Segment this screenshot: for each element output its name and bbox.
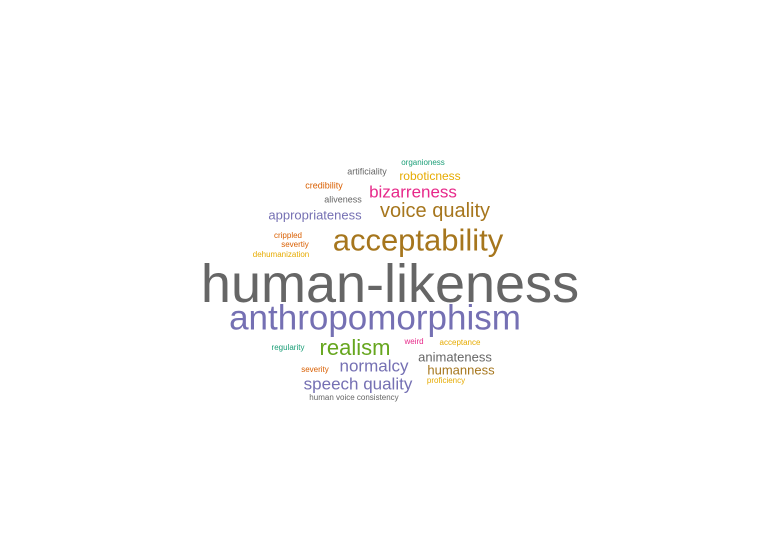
word-animateness: animateness xyxy=(418,349,492,365)
word-anthropomorphism: anthropomorphism xyxy=(229,298,521,338)
word-appropriateness: appropriateness xyxy=(268,207,362,223)
word-human-voice-consistency: human voice consistency xyxy=(309,393,399,402)
word-regularity: regularity xyxy=(271,343,305,352)
word-organioness: organioness xyxy=(401,158,445,167)
word-dehumanization: dehumanization xyxy=(252,250,310,259)
word-artificiality: artificiality xyxy=(347,166,387,177)
word-bizarreness: bizarreness xyxy=(369,182,457,202)
word-severtiy: severtiy xyxy=(281,240,309,249)
word-roboticness: roboticness xyxy=(399,169,461,183)
word-acceptability: acceptability xyxy=(332,222,504,258)
word-realism: realism xyxy=(319,335,391,360)
word-weird: weird xyxy=(404,337,424,346)
word-severity: severity xyxy=(301,365,329,374)
word-humanness: humanness xyxy=(427,362,495,378)
word-acceptance: acceptance xyxy=(439,338,481,347)
word-crippled: crippled xyxy=(273,231,303,240)
word-proficiency: proficiency xyxy=(426,376,466,385)
word-aliveness: aliveness xyxy=(324,194,362,205)
word-speech-quality: speech quality xyxy=(303,374,413,394)
word-credibility: credibility xyxy=(305,180,343,191)
word-normalcy: normalcy xyxy=(339,356,409,376)
word-human-likeness: human-likeness xyxy=(200,254,580,314)
word-voice-quality: voice quality xyxy=(379,200,491,222)
